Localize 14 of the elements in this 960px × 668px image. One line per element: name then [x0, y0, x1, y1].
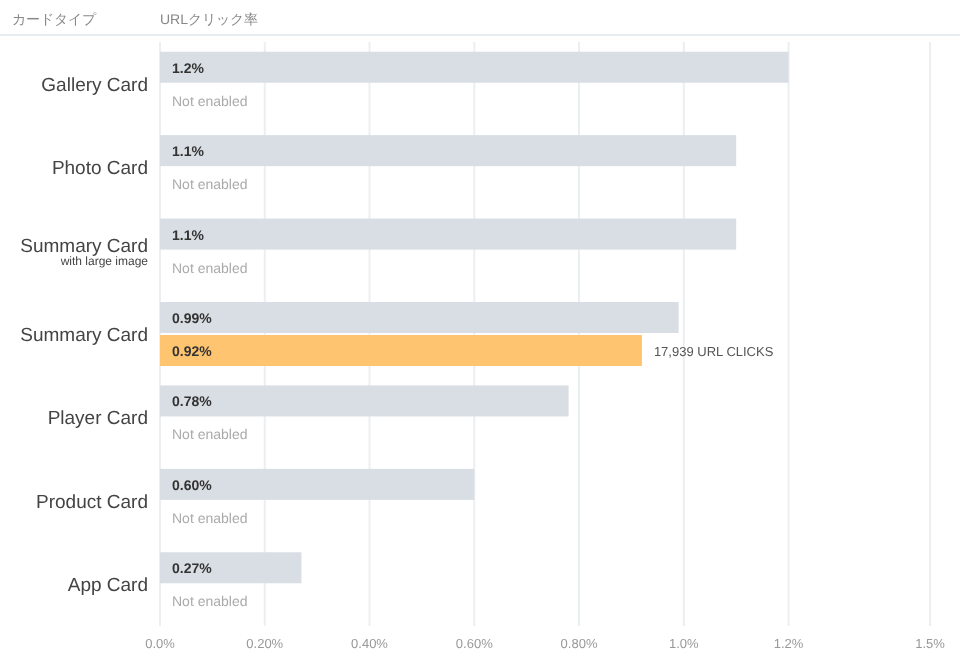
y-tick-label: Summary Card	[20, 325, 148, 347]
bar	[160, 302, 679, 333]
y-tick-label: Product Card	[36, 491, 148, 514]
y-tick-label: App Card	[67, 575, 148, 598]
bar	[160, 218, 737, 250]
bar	[160, 385, 569, 417]
bar	[160, 335, 642, 366]
y-tick-label: Photo Card	[51, 158, 148, 181]
y-tick-label: Player Card	[47, 408, 148, 431]
bar	[160, 468, 475, 500]
y-tick-label: Gallery Card	[41, 74, 148, 97]
bar	[160, 552, 302, 584]
bar	[160, 135, 737, 167]
bar	[160, 51, 789, 83]
